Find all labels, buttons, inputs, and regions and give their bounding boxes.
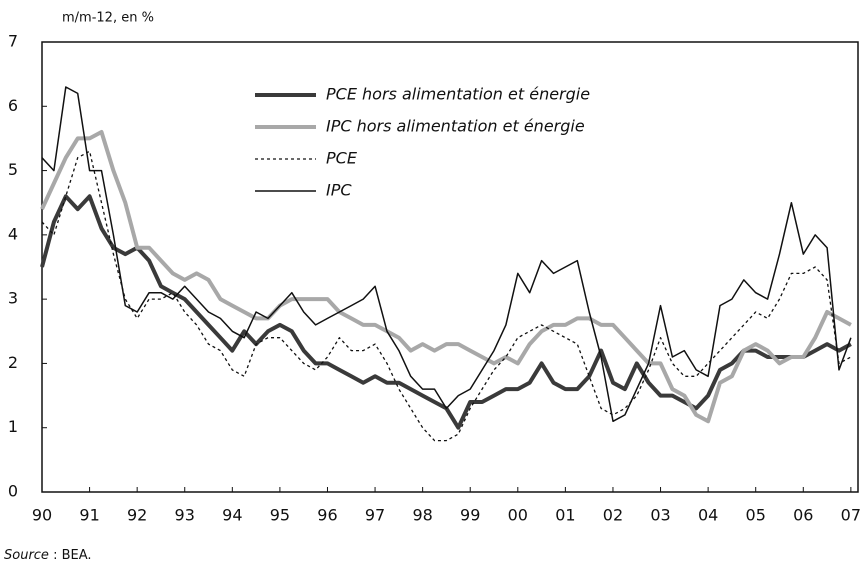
series-line [40, 194, 852, 430]
y-tick-label: 3 [8, 289, 18, 308]
y-tick-label: 2 [8, 353, 18, 372]
y-tick-label: 4 [8, 224, 18, 243]
x-tick-label: 07 [841, 506, 861, 525]
legend-label: PCE [326, 149, 358, 168]
x-tick-label: 06 [793, 506, 813, 525]
y-unit-label: m/m-12, en % [62, 11, 154, 26]
x-tick-label: 94 [222, 506, 242, 525]
x-tick-label: 03 [650, 506, 670, 525]
x-tick-label: 04 [698, 506, 718, 525]
x-tick-label: 92 [127, 506, 147, 525]
series-line [40, 130, 852, 424]
x-tick-label: 00 [508, 506, 528, 525]
legend-label: IPC hors alimentation et énergie [326, 117, 585, 136]
x-tick-label: 93 [175, 506, 195, 525]
y-tick-label: 5 [8, 160, 18, 179]
x-tick-label: 02 [603, 506, 623, 525]
x-tick-label: 05 [746, 506, 766, 525]
x-tick-label: 90 [32, 506, 52, 525]
y-tick-label: 0 [8, 482, 18, 501]
x-tick-label: 99 [460, 506, 480, 525]
series-line [41, 86, 852, 423]
x-tick-label: 98 [412, 506, 432, 525]
source: Source : BEA. [4, 548, 92, 563]
y-tick-label: 1 [8, 417, 18, 436]
x-tick-label: 96 [317, 506, 337, 525]
source-text: : BEA. [49, 548, 92, 563]
legend-label: PCE hors alimentation et énergie [326, 85, 590, 104]
x-tick-label: 95 [270, 506, 290, 525]
y-tick-label: 6 [8, 96, 18, 115]
x-tick-label: 91 [79, 506, 99, 525]
series-line [41, 150, 852, 442]
y-tick-label: 7 [8, 32, 18, 51]
x-tick-label: 01 [555, 506, 575, 525]
source-label: Source [4, 548, 49, 563]
legend-label: IPC [326, 181, 352, 200]
x-tick-label: 97 [365, 506, 385, 525]
